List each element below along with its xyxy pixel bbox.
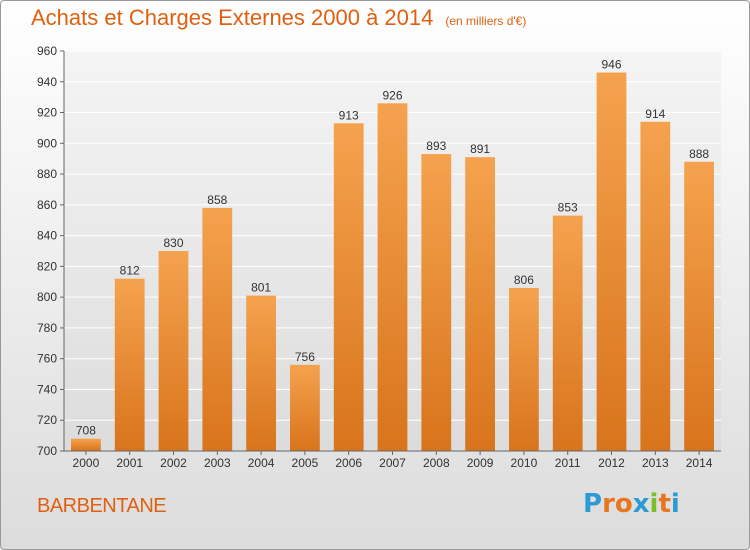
x-tick-label-2003: 2003 bbox=[204, 456, 231, 470]
x-tick-label-2006: 2006 bbox=[335, 456, 362, 470]
y-tick-label: 800 bbox=[37, 290, 57, 304]
bar-2001 bbox=[114, 278, 145, 451]
bar-2006 bbox=[333, 123, 364, 452]
place-name: BARBENTANE bbox=[37, 495, 167, 517]
bar-2003 bbox=[202, 207, 233, 451]
x-tick-label-2012: 2012 bbox=[598, 456, 625, 470]
y-tick-label: 740 bbox=[37, 382, 57, 396]
x-tick-label-2007: 2007 bbox=[379, 456, 406, 470]
y-tick-label: 820 bbox=[37, 259, 57, 273]
bar-2005 bbox=[290, 364, 320, 451]
bar-2009 bbox=[465, 157, 495, 451]
y-tick-label: 860 bbox=[37, 198, 57, 212]
chart-unit: (en milliers d'€) bbox=[445, 14, 527, 28]
value-label-2004: 801 bbox=[251, 281, 271, 295]
bar-2007 bbox=[377, 103, 408, 452]
value-label-2007: 926 bbox=[382, 88, 402, 102]
brand-letter: o bbox=[614, 489, 633, 519]
brand-letter: P bbox=[583, 489, 603, 519]
bar-2012 bbox=[596, 72, 627, 452]
y-tick-label: 760 bbox=[37, 352, 57, 366]
bar-2010 bbox=[509, 287, 539, 451]
y-tick-label: 780 bbox=[37, 321, 57, 335]
brand-letter: t bbox=[658, 489, 671, 519]
brand-letter: i bbox=[649, 489, 659, 519]
x-tick-label-2010: 2010 bbox=[511, 456, 538, 470]
bar-2002 bbox=[158, 251, 189, 451]
x-tick-label-2000: 2000 bbox=[73, 456, 100, 470]
brand-logo: Proxiti bbox=[583, 489, 680, 519]
bar-2014 bbox=[684, 161, 714, 451]
brand-letter: i bbox=[670, 489, 680, 519]
x-tick-label-2013: 2013 bbox=[642, 456, 669, 470]
bar-2000 bbox=[71, 438, 101, 451]
x-tick-label-2008: 2008 bbox=[423, 456, 450, 470]
bar-2008 bbox=[421, 154, 452, 452]
y-tick-label: 940 bbox=[37, 75, 57, 89]
x-tick-label-2009: 2009 bbox=[467, 456, 494, 470]
y-tick-label: 960 bbox=[37, 44, 57, 58]
value-label-2006: 913 bbox=[339, 108, 359, 122]
y-tick-label: 920 bbox=[37, 106, 57, 120]
value-label-2002: 830 bbox=[163, 236, 183, 250]
x-tick-label-2011: 2011 bbox=[555, 456, 581, 470]
value-label-2011: 853 bbox=[558, 201, 578, 215]
value-label-2012: 946 bbox=[601, 58, 621, 72]
value-label-2008: 893 bbox=[426, 139, 446, 153]
y-tick-label: 840 bbox=[37, 229, 57, 243]
x-tick-label-2002: 2002 bbox=[160, 456, 187, 470]
value-label-2010: 806 bbox=[514, 273, 534, 287]
brand-letter: x bbox=[632, 489, 650, 519]
value-label-2013: 914 bbox=[645, 107, 665, 121]
value-label-2009: 891 bbox=[470, 142, 490, 156]
y-tick-label: 720 bbox=[37, 413, 57, 427]
value-label-2014: 888 bbox=[689, 147, 709, 161]
value-label-2003: 858 bbox=[207, 193, 227, 207]
x-tick-label-2005: 2005 bbox=[292, 456, 319, 470]
x-tick-label-2014: 2014 bbox=[686, 456, 713, 470]
value-label-2000: 708 bbox=[76, 424, 96, 438]
value-label-2005: 756 bbox=[295, 350, 315, 364]
y-tick-label: 880 bbox=[37, 167, 57, 181]
brand-letter: r bbox=[602, 489, 615, 519]
y-tick-label: 900 bbox=[37, 136, 57, 150]
bar-2011 bbox=[552, 215, 583, 451]
chart-title: Achats et Charges Externes 2000 à 2014 bbox=[31, 5, 434, 30]
title-row: Achats et Charges Externes 2000 à 2014 (… bbox=[31, 5, 526, 31]
bar-2013 bbox=[640, 121, 671, 452]
value-label-2001: 812 bbox=[120, 264, 140, 278]
bar-2004 bbox=[246, 295, 276, 451]
y-tick-label: 700 bbox=[37, 444, 57, 458]
x-tick-label-2004: 2004 bbox=[248, 456, 275, 470]
x-tick-label-2001: 2001 bbox=[116, 456, 143, 470]
